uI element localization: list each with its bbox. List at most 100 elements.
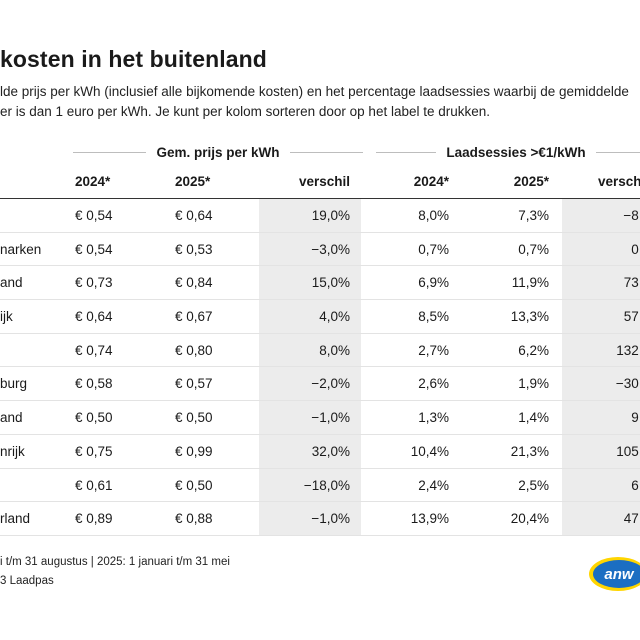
- cell-sessions-diff: 9,0: [631, 410, 640, 426]
- table-row: € 0,61 € 0,50 −18,0% 2,4% 2,5% 6,0: [0, 469, 640, 503]
- table-row: and € 0,73 € 0,84 15,0% 6,9% 11,9% 73,0: [0, 266, 640, 301]
- cell-price-diff: −18,0%: [303, 477, 350, 493]
- table-row: € 0,54 € 0,64 19,0% 8,0% 7,3% −8,0: [0, 199, 640, 233]
- table-row: burg € 0,58 € 0,57 −2,0% 2,6% 1,9% −30,0: [0, 367, 640, 402]
- table-row: nrijk € 0,75 € 0,99 32,0% 10,4% 21,3% 105,0: [0, 435, 640, 469]
- cell-sessions-2025: 1,4%: [518, 410, 549, 426]
- cell-price-2025: € 0,88: [175, 511, 213, 527]
- cell-price-2024: € 0,54: [75, 208, 113, 223]
- cell-sessions-diff: 47,0: [623, 511, 640, 527]
- cell-sessions-2025: 11,9%: [511, 275, 549, 291]
- cell-country: nrijk: [0, 443, 25, 459]
- cell-country: rland: [0, 511, 31, 527]
- table-row: ijk € 0,64 € 0,67 4,0% 8,5% 13,3% 57,0: [0, 300, 640, 334]
- cell-sessions-2024: 0,7%: [418, 241, 449, 257]
- cell-sessions-2025: 6,2%: [518, 342, 549, 358]
- table-row: narken € 0,54 € 0,53 −3,0% 0,7% 0,7% 0,0: [0, 233, 640, 267]
- cell-price-2024: € 0,58: [75, 376, 113, 392]
- cell-sessions-2024: 2,6%: [418, 376, 449, 392]
- divider: [595, 151, 640, 153]
- footnote-line-2: 3 Laadpas: [0, 575, 54, 587]
- cell-sessions-diff: 6,0: [631, 477, 640, 493]
- cell-sessions-diff: 0,0: [631, 241, 640, 257]
- anwb-logo-icon: anw: [589, 557, 640, 591]
- sort-header-sessions-2025[interactable]: 2025*: [513, 174, 549, 189]
- cell-sessions-diff: 132,0: [616, 342, 640, 358]
- logo-text: anw: [604, 566, 635, 583]
- page-title: kosten in het buitenland: [0, 46, 267, 72]
- cell-price-diff: −1,0%: [311, 511, 350, 527]
- cell-price-2025: € 0,50: [175, 410, 213, 426]
- group-header-price: Gem. prijs per kWh: [73, 142, 363, 162]
- cell-price-2024: € 0,61: [75, 477, 113, 493]
- divider: [376, 151, 437, 153]
- cell-country: narken: [0, 241, 42, 257]
- header-divider: [0, 198, 640, 199]
- cell-sessions-2024: 8,0%: [418, 208, 449, 223]
- cell-sessions-2025: 1,9%: [518, 376, 549, 392]
- cell-sessions-2025: 0,7%: [518, 241, 549, 257]
- sort-header-sessions-diff[interactable]: versch: [598, 174, 640, 189]
- cell-price-diff: 15,0%: [311, 275, 350, 291]
- cell-country: and: [0, 275, 23, 291]
- table-row: rland € 0,89 € 0,88 −1,0% 13,9% 20,4% 47,0: [0, 502, 640, 536]
- sort-header-price-2024[interactable]: 2024*: [75, 174, 111, 189]
- group-label-price: Gem. prijs per kWh: [156, 144, 280, 160]
- cell-price-diff: −2,0%: [311, 376, 350, 392]
- cell-price-diff: 19,0%: [311, 208, 350, 223]
- table-row: € 0,74 € 0,80 8,0% 2,7% 6,2% 132,0: [0, 334, 640, 368]
- cell-price-diff: −3,0%: [311, 241, 350, 257]
- cell-sessions-2024: 8,5%: [418, 309, 449, 325]
- subtitle-line-1: lde prijs per kWh (inclusief alle bijkom…: [0, 84, 629, 99]
- cell-sessions-2024: 2,7%: [418, 342, 449, 358]
- cell-price-2024: € 0,75: [75, 443, 113, 459]
- cell-country: burg: [0, 376, 28, 392]
- cell-price-2025: € 0,84: [175, 275, 213, 291]
- cell-sessions-diff: −8,0: [623, 208, 640, 223]
- column-highlight-sessions-diff: [562, 199, 640, 536]
- cell-country: and: [0, 410, 23, 426]
- group-label-sessions: Laadsessies >€1/kWh: [446, 144, 586, 160]
- divider: [289, 151, 363, 153]
- cell-country: ijk: [0, 309, 13, 325]
- table-body: € 0,54 € 0,64 19,0% 8,0% 7,3% −8,0 narken € 0,5…: [0, 199, 640, 536]
- cell-price-diff: 32,0%: [311, 443, 350, 459]
- cell-price-diff: 8,0%: [319, 342, 350, 358]
- cell-price-2024: € 0,64: [75, 309, 113, 325]
- cell-price-2024: € 0,73: [75, 275, 113, 291]
- page-subtitle: lde prijs per kWh (inclusief alle bijkom…: [0, 82, 629, 122]
- cell-price-2024: € 0,74: [75, 342, 113, 358]
- sort-header-sessions-2024[interactable]: 2024*: [413, 174, 449, 189]
- cell-sessions-2025: 2,5%: [518, 477, 549, 493]
- cell-price-2025: € 0,67: [175, 309, 213, 325]
- footnote-line-1: i t/m 31 augustus | 2025: 1 januari t/m …: [0, 556, 230, 568]
- subtitle-line-2: er is dan 1 euro per kWh. Je kunt per ko…: [0, 104, 491, 119]
- cell-sessions-2024: 6,9%: [418, 275, 449, 291]
- cell-price-2024: € 0,54: [75, 241, 113, 257]
- table-row: and € 0,50 € 0,50 −1,0% 1,3% 1,4% 9,0: [0, 401, 640, 435]
- cell-sessions-diff: 57,0: [623, 309, 640, 325]
- sort-header-price-diff[interactable]: verschil: [298, 174, 350, 189]
- cell-sessions-2025: 21,3%: [510, 443, 549, 459]
- divider: [73, 151, 147, 153]
- cell-price-2025: € 0,80: [175, 342, 213, 358]
- cell-price-2024: € 0,89: [75, 511, 113, 527]
- cell-price-diff: −1,0%: [311, 410, 350, 426]
- cell-price-2025: € 0,64: [175, 208, 213, 223]
- cell-price-diff: 4,0%: [319, 309, 350, 325]
- column-highlight-price-diff: [259, 199, 361, 536]
- cell-price-2025: € 0,99: [175, 443, 213, 459]
- cell-sessions-2025: 7,3%: [518, 208, 549, 223]
- logo-body: [593, 560, 640, 588]
- footnote: i t/m 31 augustus | 2025: 1 januari t/m …: [0, 553, 230, 591]
- sort-header-price-2025[interactable]: 2025*: [175, 174, 211, 189]
- cell-sessions-diff: 73,0: [623, 275, 640, 291]
- cell-price-2024: € 0,50: [75, 410, 113, 426]
- cell-price-2025: € 0,53: [175, 241, 213, 257]
- cell-sessions-2024: 1,3%: [418, 410, 449, 426]
- cell-price-2025: € 0,57: [175, 376, 213, 392]
- cell-sessions-2025: 20,4%: [510, 511, 549, 527]
- cell-sessions-diff: −30,0: [615, 376, 640, 392]
- cell-sessions-2024: 2,4%: [418, 477, 449, 493]
